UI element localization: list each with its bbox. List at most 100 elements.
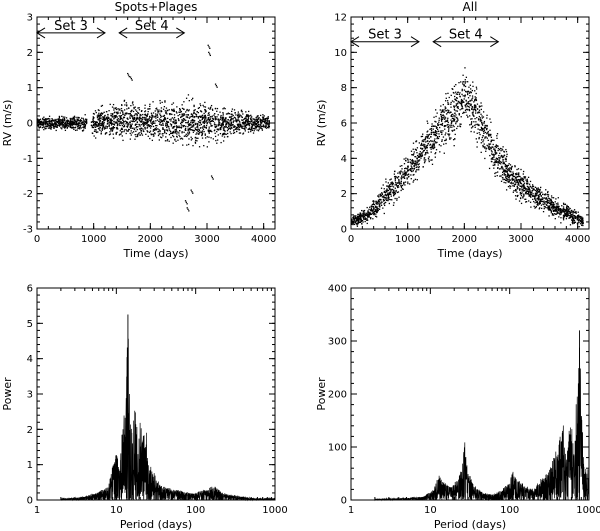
data-point (533, 189, 535, 191)
data-point (219, 127, 222, 129)
data-point (223, 129, 226, 132)
data-point (425, 141, 427, 143)
data-point (366, 216, 369, 218)
data-point (179, 135, 181, 138)
data-point (230, 122, 233, 124)
data-point (219, 122, 221, 124)
data-point (61, 124, 63, 126)
data-point (92, 121, 94, 123)
data-point (123, 123, 125, 125)
data-point (458, 114, 461, 116)
data-point (401, 188, 403, 190)
data-point (522, 178, 525, 180)
data-point (531, 187, 533, 189)
data-point (242, 133, 244, 135)
data-point (391, 185, 393, 187)
data-point (137, 126, 139, 128)
data-point (85, 122, 88, 124)
data-point (573, 209, 576, 211)
data-point (255, 119, 257, 121)
data-point (117, 122, 119, 124)
data-point (377, 195, 379, 197)
data-point (102, 118, 105, 120)
data-point (222, 121, 225, 123)
data-point (199, 116, 202, 118)
data-point (368, 215, 370, 217)
data-point (413, 168, 415, 170)
data-point (483, 132, 485, 135)
data-point (257, 115, 259, 117)
data-point (448, 109, 450, 112)
data-point (523, 182, 526, 184)
data-point (400, 182, 402, 184)
data-point (550, 202, 552, 205)
data-point (186, 207, 188, 209)
data-point (558, 208, 560, 210)
data-point (549, 204, 552, 206)
data-point (516, 180, 518, 183)
data-point (182, 120, 184, 123)
data-point (40, 124, 42, 126)
data-point (534, 186, 537, 189)
data-point (501, 176, 504, 179)
data-point (221, 125, 223, 127)
data-point (424, 146, 426, 148)
data-point (79, 128, 81, 130)
data-point (509, 164, 512, 166)
data-point (218, 124, 221, 126)
data-point (68, 125, 70, 128)
data-point (139, 117, 141, 120)
data-point (403, 177, 406, 179)
data-point (469, 115, 471, 117)
data-point (207, 119, 209, 121)
data-point (412, 154, 414, 156)
data-point (497, 167, 499, 169)
data-point (522, 189, 524, 191)
data-point (474, 126, 476, 128)
data-point (379, 193, 382, 195)
data-point (106, 120, 109, 123)
data-point (136, 118, 138, 120)
data-point (406, 171, 408, 173)
data-point (119, 115, 122, 117)
data-point (203, 130, 205, 133)
data-point (504, 163, 506, 166)
data-point (433, 141, 435, 143)
data-point (470, 103, 472, 105)
data-point (162, 128, 164, 130)
data-point (490, 146, 492, 148)
data-point (191, 113, 193, 115)
data-point (73, 122, 75, 125)
y-tick-label: 2 (27, 48, 33, 59)
data-point (204, 134, 206, 136)
data-point (159, 114, 162, 117)
data-point (242, 113, 244, 115)
data-point (76, 121, 78, 123)
data-point (73, 120, 75, 122)
data-point (374, 210, 376, 212)
data-point (42, 123, 44, 125)
data-point (553, 209, 556, 211)
data-point (97, 131, 99, 133)
data-point (487, 134, 490, 136)
data-point (169, 132, 172, 135)
data-point (470, 104, 472, 106)
data-series-line (374, 347, 590, 502)
data-point (232, 120, 235, 122)
y-tick-label: 4 (341, 154, 347, 165)
data-point (465, 91, 467, 93)
data-point (483, 143, 485, 145)
data-point (40, 123, 42, 125)
data-point (462, 83, 464, 85)
data-point (103, 122, 105, 124)
data-point (416, 179, 418, 181)
data-point (356, 225, 359, 227)
data-point (421, 147, 424, 150)
data-point (413, 151, 415, 153)
data-point (82, 119, 85, 121)
data-point (422, 144, 424, 146)
data-point (385, 178, 387, 180)
data-point (380, 204, 383, 206)
data-point (411, 170, 413, 173)
data-point (435, 142, 437, 144)
